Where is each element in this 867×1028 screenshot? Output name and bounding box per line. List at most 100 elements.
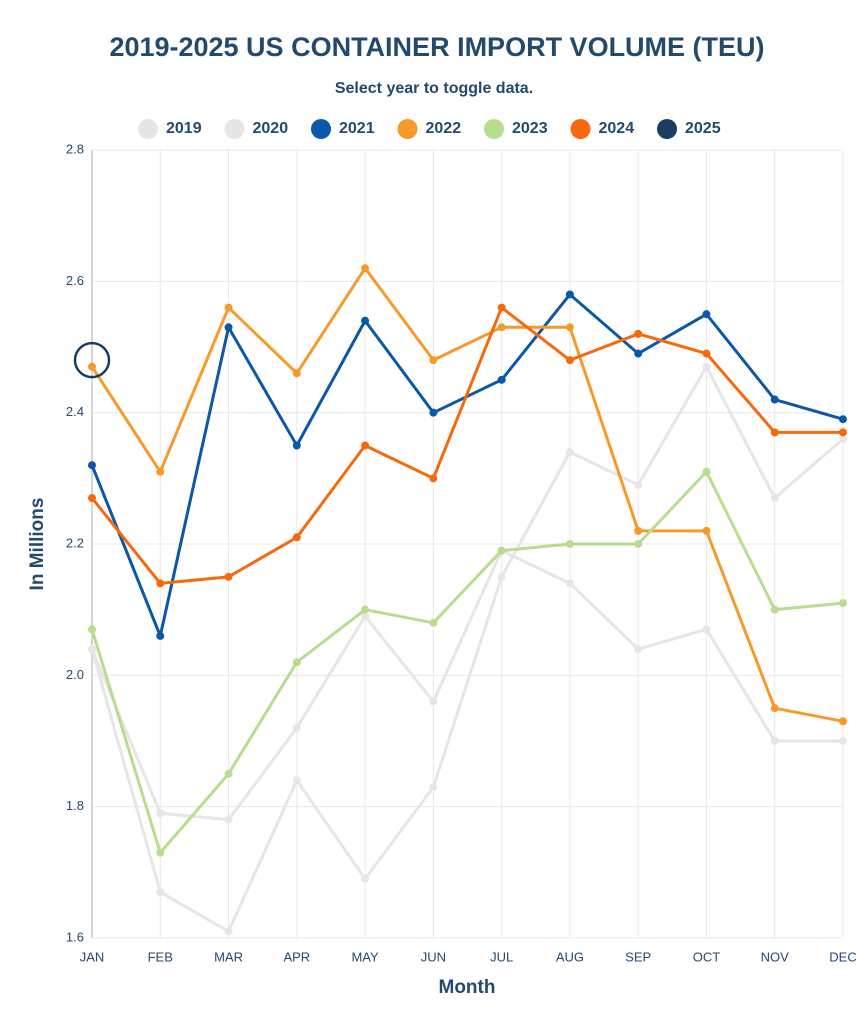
data-point — [156, 579, 165, 588]
data-point — [634, 329, 643, 338]
legend-item[interactable]: 2021 — [311, 119, 375, 139]
series-line — [90, 549, 843, 822]
data-point — [88, 461, 96, 470]
data-point — [770, 494, 779, 503]
series-line — [90, 266, 844, 723]
x-tick-label: DEC — [829, 949, 856, 964]
data-point — [429, 474, 438, 483]
legend-item[interactable]: 2020 — [224, 119, 289, 139]
data-point — [702, 467, 711, 476]
data-point — [702, 526, 711, 535]
data-point — [565, 579, 574, 588]
data-point — [73, 341, 111, 379]
data-point — [565, 356, 574, 365]
legend-label: 2019 — [166, 120, 202, 137]
data-point — [361, 441, 370, 450]
legend-marker — [657, 119, 677, 139]
data-point — [224, 572, 233, 581]
x-axis-title: Month — [439, 977, 496, 998]
data-point — [497, 572, 506, 581]
data-point — [565, 290, 574, 299]
data-point — [497, 546, 506, 555]
data-point — [770, 428, 779, 437]
data-point — [292, 533, 301, 542]
y-tick-label: 2.6 — [66, 273, 84, 288]
x-tick-label: SEP — [625, 949, 651, 964]
data-point — [634, 480, 643, 489]
data-point — [839, 737, 847, 745]
legend-label: 2020 — [253, 120, 289, 137]
data-point — [361, 874, 370, 883]
series-line — [90, 306, 843, 585]
legend-label: 2022 — [426, 120, 462, 137]
data-point — [224, 927, 233, 936]
data-point — [702, 625, 711, 634]
data-point — [839, 434, 847, 443]
series-line — [90, 365, 844, 933]
legend-marker — [570, 119, 591, 139]
data-point — [429, 618, 438, 627]
legend-label: 2025 — [685, 120, 721, 137]
data-point — [634, 349, 643, 358]
data-point — [429, 782, 438, 791]
data-point — [770, 395, 779, 404]
data-point — [292, 441, 301, 450]
data-point — [702, 310, 711, 319]
data-point — [497, 303, 506, 312]
data-point — [156, 631, 165, 640]
legend-item[interactable]: 2025 — [657, 119, 721, 139]
legend-item[interactable]: 2022 — [397, 119, 462, 139]
data-point — [224, 323, 233, 332]
data-point — [839, 717, 847, 726]
data-point — [156, 809, 165, 818]
x-tick-label: JUL — [490, 949, 513, 964]
data-point — [634, 540, 643, 548]
data-point — [429, 408, 438, 417]
x-tick-label: NOV — [761, 949, 790, 964]
data-point — [292, 776, 301, 785]
y-tick-label: 2.8 — [66, 141, 84, 156]
data-point — [156, 467, 165, 476]
legend-item[interactable]: 2019 — [138, 119, 202, 139]
data-point — [361, 316, 370, 325]
series-line — [90, 470, 844, 855]
data-point — [224, 303, 233, 312]
data-point — [88, 645, 96, 654]
legend-marker — [311, 119, 331, 139]
data-point — [634, 526, 643, 535]
y-axis-title: In Millions — [27, 498, 48, 591]
data-point — [361, 264, 370, 273]
legend-label: 2021 — [339, 120, 375, 137]
data-point — [156, 888, 165, 897]
data-point — [770, 605, 779, 614]
data-point — [156, 848, 165, 857]
legend-label: 2023 — [512, 120, 548, 137]
x-tick-label: MAR — [214, 949, 243, 964]
x-tick-label: AUG — [556, 949, 584, 964]
legend-item[interactable]: 2023 — [484, 119, 548, 139]
data-point — [839, 599, 847, 608]
data-point — [702, 349, 711, 358]
legend-label: 2024 — [599, 120, 635, 137]
data-point — [634, 645, 643, 654]
data-point — [565, 448, 574, 457]
x-tick-label: JAN — [80, 949, 105, 964]
x-tick-label: FEB — [148, 949, 173, 964]
x-tick-label: APR — [283, 949, 310, 964]
data-point — [770, 737, 779, 745]
data-point — [292, 369, 301, 378]
chart-title: 2019-2025 US CONTAINER IMPORT VOLUME (TE… — [109, 32, 764, 62]
data-point — [839, 415, 847, 424]
legend-item[interactable]: 2024 — [570, 119, 635, 139]
y-tick-label: 2.2 — [66, 535, 84, 550]
data-point — [839, 428, 847, 437]
data-point — [565, 540, 574, 548]
legend-marker — [138, 119, 158, 139]
data-point — [702, 362, 711, 371]
y-tick-label: 1.8 — [66, 798, 84, 813]
data-point — [497, 375, 506, 384]
data-point — [497, 323, 506, 332]
data-point — [565, 323, 574, 332]
data-point — [224, 815, 233, 824]
data-point — [292, 658, 301, 667]
